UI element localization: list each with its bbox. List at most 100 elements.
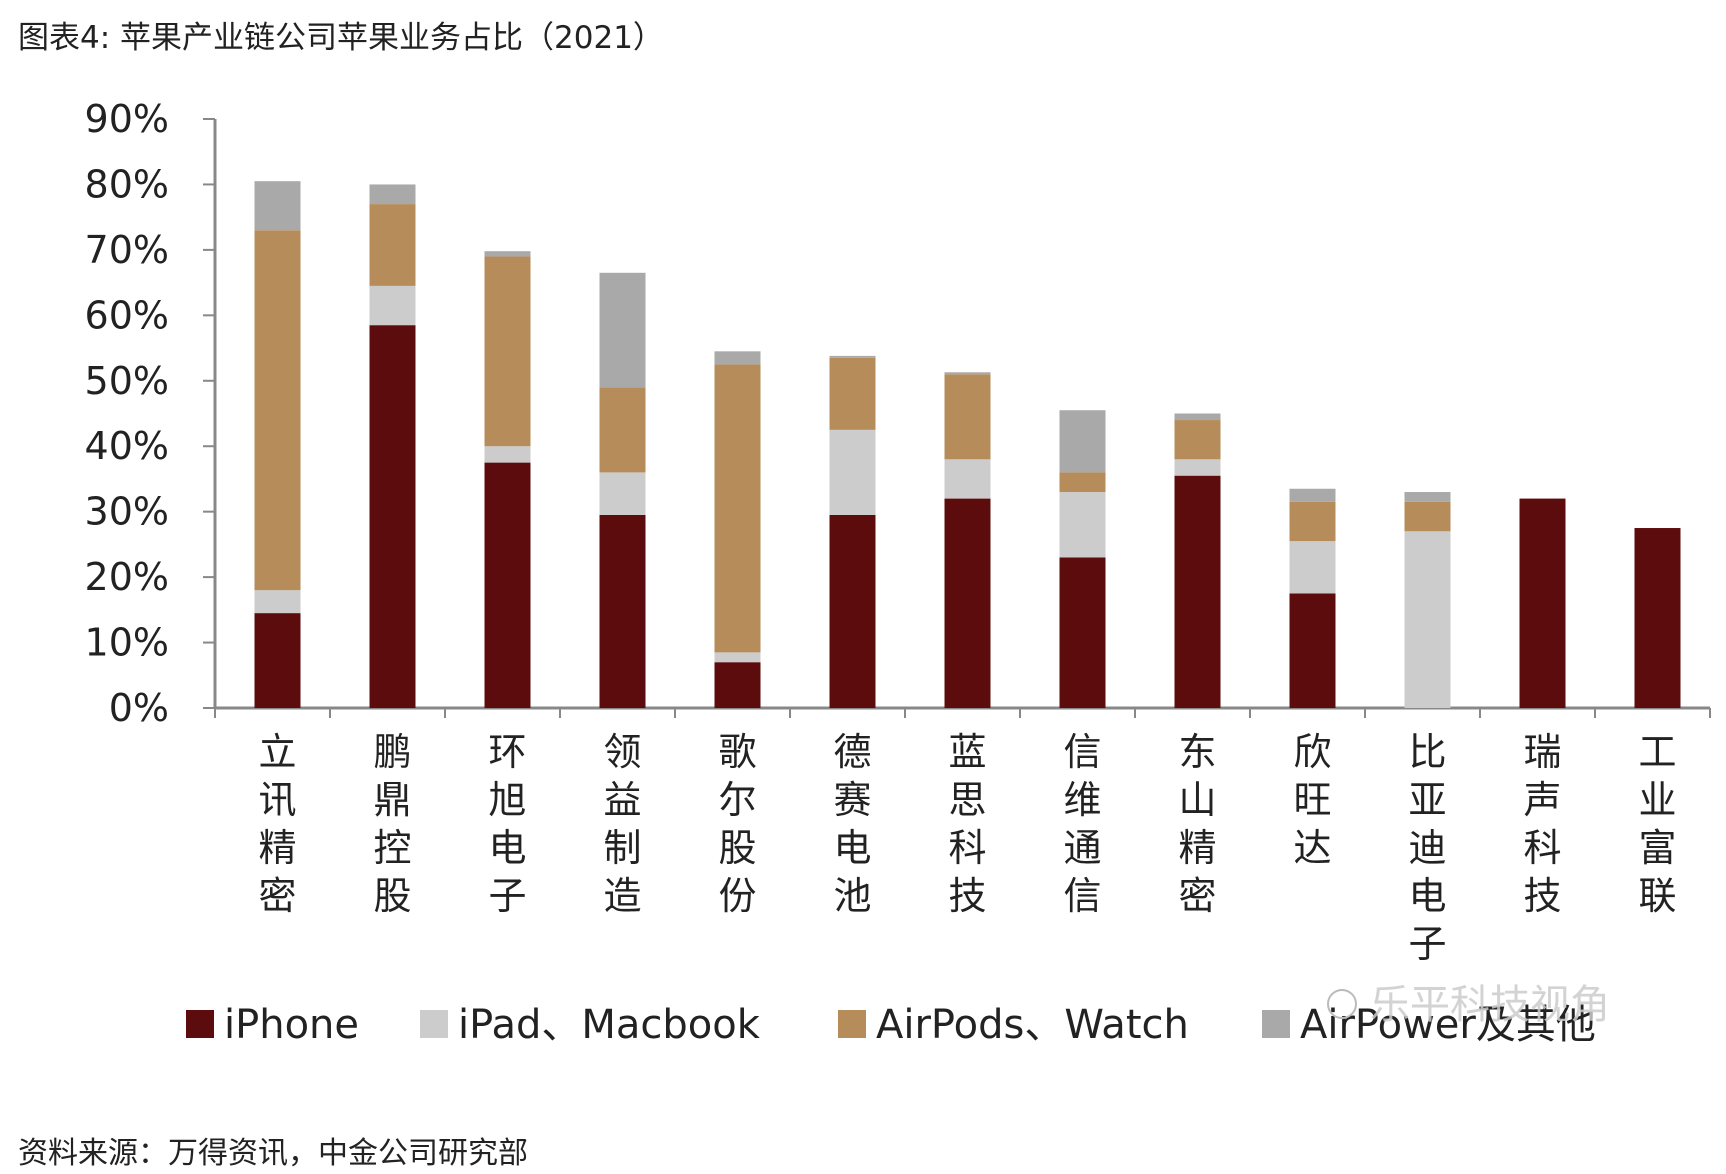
bar-segment xyxy=(369,285,416,326)
bar-segment xyxy=(1059,410,1106,473)
x-axis-labels: 立讯精密鹏鼎控股环旭电子领益制造歌尔股份德赛电池蓝思科技信维通信东山精密欣旺达比… xyxy=(258,730,1676,966)
x-label-char: 精 xyxy=(1178,826,1216,870)
bar-segment xyxy=(254,613,301,708)
x-label-char: 子 xyxy=(488,874,526,918)
bar-segment xyxy=(944,498,991,708)
legend-swatch xyxy=(1262,1010,1290,1038)
bar-segment xyxy=(714,351,761,365)
y-tick-label: 60% xyxy=(85,293,169,337)
bar-segment xyxy=(599,387,646,473)
bar-segment xyxy=(254,181,301,231)
bar-segment xyxy=(829,429,876,515)
bar-segment xyxy=(599,514,646,708)
x-label-char: 环 xyxy=(488,730,526,774)
bar-segment xyxy=(944,459,991,499)
x-label-char: 份 xyxy=(718,874,756,918)
legend-label: AirPower及其他 xyxy=(1300,1002,1596,1048)
x-label-char: 东 xyxy=(1178,730,1216,774)
x-label-char: 电 xyxy=(833,826,871,870)
page-title: 图表4: 苹果产业链公司苹果业务占比（2021） xyxy=(18,20,664,56)
bar-segment xyxy=(714,652,761,663)
x-label-char: 山 xyxy=(1178,778,1216,822)
x-label-char: 制 xyxy=(603,826,641,870)
x-label-char: 蓝 xyxy=(948,730,986,774)
x-label-char: 科 xyxy=(1523,826,1561,870)
bar-segment xyxy=(369,325,416,708)
y-tick-label: 90% xyxy=(85,97,169,141)
bar-segment xyxy=(1174,475,1221,708)
bar-segment xyxy=(1059,492,1106,558)
bar-segment xyxy=(254,230,301,591)
x-label-char: 造 xyxy=(603,874,641,918)
x-label-char: 工 xyxy=(1638,730,1676,774)
x-label-char: 思 xyxy=(948,778,986,822)
y-tick-label: 50% xyxy=(85,359,169,403)
bar-segment xyxy=(1404,531,1451,708)
bar-segment xyxy=(714,364,761,653)
bar-segment xyxy=(1289,593,1336,708)
bar-segment xyxy=(599,472,646,515)
x-label-char: 迪 xyxy=(1408,826,1446,870)
x-label-char: 尔 xyxy=(718,778,756,822)
x-label-char: 旺 xyxy=(1293,778,1331,822)
x-label-char: 电 xyxy=(488,826,526,870)
x-label-char: 业 xyxy=(1638,778,1676,822)
y-tick-label: 20% xyxy=(85,555,169,599)
x-label-char: 电 xyxy=(1408,874,1446,918)
legend-swatch xyxy=(838,1010,866,1038)
x-label-char: 通 xyxy=(1063,826,1101,870)
bar-segment xyxy=(1289,541,1336,594)
x-label-char: 池 xyxy=(833,874,871,918)
bar-segment xyxy=(484,462,531,708)
bar-segment xyxy=(944,372,991,375)
y-tick-label: 40% xyxy=(85,424,169,468)
bar-segment xyxy=(1404,501,1451,532)
x-label-char: 瑞 xyxy=(1523,730,1561,774)
y-axis-ticks: 0% 10% 20% 30% 40% 50% 60% 70% 80% 90% xyxy=(85,97,215,730)
bar-segment xyxy=(369,184,416,205)
source-note: 资料来源：万得资讯，中金公司研究部 xyxy=(18,1136,528,1171)
bar-segment xyxy=(1289,501,1336,542)
legend-item: iPhone xyxy=(186,1002,359,1048)
x-label-char: 信 xyxy=(1063,730,1101,774)
chart-bars xyxy=(254,181,1681,708)
x-label-char: 德 xyxy=(833,730,871,774)
bar-segment xyxy=(829,357,876,430)
y-tick-label: 70% xyxy=(85,228,169,272)
x-label-char: 比 xyxy=(1408,730,1446,774)
bar-segment xyxy=(599,272,646,388)
legend-swatch xyxy=(420,1010,448,1038)
x-label-char: 技 xyxy=(948,874,986,918)
x-label-char: 亚 xyxy=(1408,778,1446,822)
x-label-char: 密 xyxy=(1178,874,1216,918)
y-tick-label: 0% xyxy=(109,686,169,730)
bar-segment xyxy=(1404,492,1451,502)
x-label-char: 股 xyxy=(718,826,756,870)
bar-segment xyxy=(1634,528,1681,708)
legend-label: iPad、Macbook xyxy=(458,1002,761,1048)
bar-segment xyxy=(484,251,531,257)
y-tick-label: 10% xyxy=(85,621,169,665)
bar-segment xyxy=(1174,413,1221,421)
legend-item: AirPods、Watch xyxy=(838,1002,1189,1048)
wechat-icon xyxy=(1327,989,1357,1019)
x-category-label: 欣旺达 xyxy=(1293,730,1331,870)
bar-segment xyxy=(484,256,531,447)
watermark-text: 乐平科技视角 xyxy=(1370,982,1610,1028)
x-label-char: 技 xyxy=(1523,874,1561,918)
x-label-char: 立 xyxy=(258,730,296,774)
x-label-char: 旭 xyxy=(488,778,526,822)
x-label-char: 歌 xyxy=(718,730,756,774)
bar-segment xyxy=(944,374,991,460)
bar-segment xyxy=(829,355,876,358)
